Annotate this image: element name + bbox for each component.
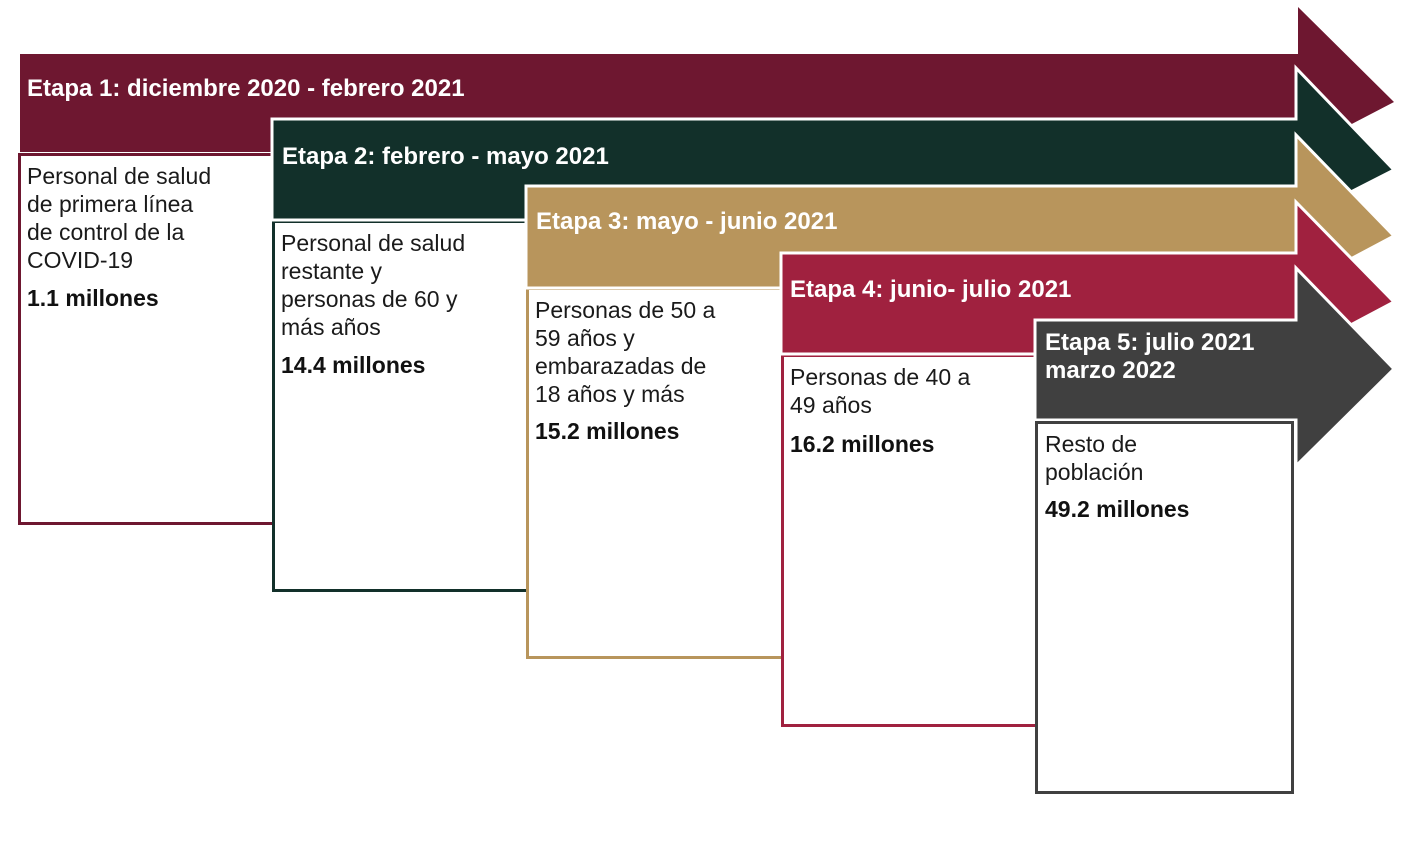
stage-3-description-line-2: 59 años y [535, 325, 635, 351]
stage-5-title-line-1: Etapa 5: julio 2021 [1045, 329, 1255, 356]
stage-5-count: 49.2 millones [1045, 496, 1190, 522]
stage-3-title: Etapa 3: mayo - junio 2021 [536, 208, 838, 235]
stage-4-description-line-1: Personas de 40 a [790, 364, 971, 390]
stage-2-count: 14.4 millones [281, 352, 426, 378]
stage-1-arrow-shape [20, 7, 1394, 152]
stage-5-description-line-1: Resto de [1045, 431, 1138, 457]
stage-1-title: Etapa 1: diciembre 2020 - febrero 2021 [27, 75, 465, 102]
stage-1-description-line-1: Personal de salud [27, 163, 212, 189]
stage-3-description-line-1: Personas de 50 a [535, 297, 716, 323]
stage-4-box [781, 354, 1039, 727]
stage-1-description: Personal de salud de primera línea de co… [27, 162, 267, 274]
stage-2-description-line-2: restante y [281, 258, 382, 284]
stage-4-arrow-shape [779, 198, 1397, 356]
stage-2-arrow-shape [270, 64, 1397, 222]
stage-1-box [18, 153, 276, 525]
stage-5-box [1035, 421, 1294, 794]
stage-1-description-line-4: COVID-19 [27, 247, 134, 273]
stage-4-description-line-2: 49 años [790, 392, 872, 418]
stage-5-description-line-2: población [1045, 459, 1144, 485]
stage-4-count: 16.2 millones [790, 431, 935, 457]
stage-1-description-line-3: de control de la [27, 219, 185, 245]
stage-2-description: Personal de salud restante y personas de… [281, 229, 521, 341]
stage-3-arrow-shape [524, 131, 1397, 290]
stage-5-title: Etapa 5: julio 2021 marzo 2022 [1045, 329, 1254, 385]
stage-2-description-line-4: más años [281, 314, 381, 340]
stage-1-description-line-2: de primera línea [27, 191, 194, 217]
stage-3-count: 15.2 millones [535, 418, 680, 444]
stage-4-title: Etapa 4: junio- julio 2021 [790, 276, 1072, 303]
stage-2-description-line-1: Personal de salud [281, 230, 466, 256]
stage-5-arrow-shape [1033, 264, 1397, 470]
stage-4-description: Personas de 40 a 49 años [790, 363, 1030, 419]
stage-3-description: Personas de 50 a 59 años y embarazadas d… [535, 296, 775, 408]
stage-2-description-line-3: personas de 60 y [281, 286, 458, 312]
stage-3-box [526, 287, 784, 659]
stage-3-description-line-4: 18 años y más [535, 381, 685, 407]
stage-2-title: Etapa 2: febrero - mayo 2021 [282, 143, 609, 170]
stage-1-count: 1.1 millones [27, 285, 159, 311]
stage-3-description-line-3: embarazadas de [535, 353, 707, 379]
stage-5-title-line-2: marzo 2022 [1045, 357, 1176, 384]
stage-5-description: Resto de población [1045, 430, 1285, 486]
